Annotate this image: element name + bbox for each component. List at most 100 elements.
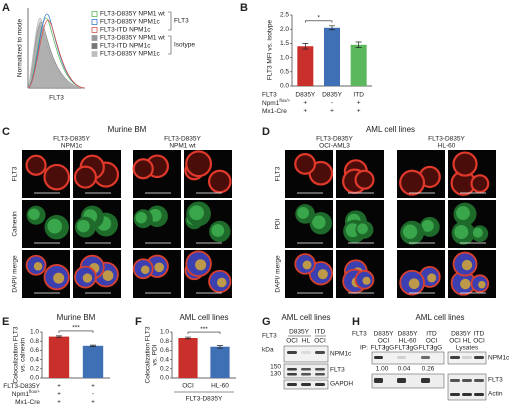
bar xyxy=(324,27,340,87)
lane-label: OCI xyxy=(314,338,326,345)
row-label: FLT3 xyxy=(262,92,277,99)
blot-band xyxy=(301,373,311,376)
cell xyxy=(294,153,317,175)
panel-title: AML cell lines xyxy=(179,313,228,322)
band-label: Actin xyxy=(488,391,503,398)
panel-title: Murine BM xyxy=(108,125,147,134)
cell-label: OCI xyxy=(449,338,461,345)
significance-label: *** xyxy=(200,326,208,333)
cell-speckle xyxy=(77,219,90,233)
row-label: Npm1flox/+ xyxy=(262,98,291,107)
legend-swatch xyxy=(91,43,98,49)
bar xyxy=(297,46,314,86)
group-label: ITD xyxy=(474,331,485,338)
group-label: FLT3-D835Y xyxy=(428,136,465,143)
cell-overlap xyxy=(140,265,150,275)
panel-letter: G xyxy=(262,316,271,328)
panel-letter: F xyxy=(135,316,142,328)
group-label: Isotype xyxy=(174,42,195,49)
cell-label: HL xyxy=(463,338,472,345)
panel-letter: B xyxy=(240,2,248,14)
blot-band xyxy=(287,373,297,376)
panel-letter: A xyxy=(2,2,10,14)
cell-overlap xyxy=(302,260,312,270)
bracket xyxy=(168,35,172,55)
y-tick-label: 1.0 xyxy=(280,54,289,61)
significance-bracket xyxy=(58,330,94,333)
cell-overlap xyxy=(102,270,114,281)
row-label: PDI xyxy=(275,218,282,229)
cell-overlap xyxy=(216,277,227,288)
cell-speckle xyxy=(456,206,470,220)
y-axis-label: Normalized to mode xyxy=(17,19,24,78)
cell-speckle xyxy=(28,208,40,220)
blot-band xyxy=(474,356,484,359)
row-mark: + xyxy=(303,100,307,107)
cell-overlap xyxy=(362,276,371,285)
x-tick-label: ITD xyxy=(353,92,364,99)
band-label: FLT3 xyxy=(488,377,503,384)
label-sup: flox/+ xyxy=(29,389,40,394)
bar xyxy=(178,337,198,378)
y-tick-label: 0.8 xyxy=(30,338,39,345)
legend-label: FLT3-D835Y NPM1c xyxy=(100,51,160,58)
band-label: FLT3 xyxy=(330,367,345,374)
y-tick-label: 1.0 xyxy=(160,329,169,336)
cell-speckle xyxy=(297,207,309,219)
significance-label: * xyxy=(317,15,320,22)
cell-overlap xyxy=(460,278,471,290)
x-tick-label: HL-60 xyxy=(211,383,229,390)
row-mark: - xyxy=(331,100,333,107)
panel-letter: C xyxy=(2,126,10,138)
row-label: FLT3-D835Y xyxy=(3,383,40,390)
significance-bracket xyxy=(187,331,221,335)
error-bar xyxy=(302,43,309,50)
label-text: Npm1 xyxy=(262,100,280,107)
blot-band xyxy=(315,373,325,376)
blot-band xyxy=(462,356,472,359)
row-label: Mx1-Cre xyxy=(262,108,287,115)
ip-label: FLT3 xyxy=(371,345,386,352)
row-label: Npm1flox/+ xyxy=(12,389,41,398)
blot-band xyxy=(287,351,297,354)
cell-overlap xyxy=(53,272,65,284)
cell-overlap xyxy=(317,269,328,280)
row-label: DAPI/ merge xyxy=(275,255,282,293)
blot-band xyxy=(374,378,383,383)
blot-band xyxy=(374,356,383,359)
cell-overlap xyxy=(82,273,93,283)
group-label: FLT3-D835Y xyxy=(186,396,223,403)
row-mark: + xyxy=(57,391,61,398)
band-label: NPM1c xyxy=(330,351,352,358)
row-mark: + xyxy=(357,100,361,107)
blot xyxy=(371,351,445,365)
y-tick-label: 0.8 xyxy=(160,338,169,345)
y-tick-label: 0.4 xyxy=(160,356,169,363)
y-tick-label: 2.5 xyxy=(280,12,289,19)
cell-overlap xyxy=(33,261,43,271)
group-label: HL-60 xyxy=(438,143,456,150)
cell-label: OCI xyxy=(426,338,438,345)
cell-overlap xyxy=(408,278,420,290)
group-label: FLT3 xyxy=(174,18,189,25)
quant-label: 1.00 xyxy=(376,366,389,373)
blot xyxy=(283,363,329,379)
cell xyxy=(132,158,154,180)
row-mark: + xyxy=(91,399,95,406)
lane-label: HL xyxy=(302,338,311,345)
ip-label: IgG xyxy=(408,345,418,352)
cell-speckle xyxy=(47,218,63,234)
blot-band xyxy=(301,383,311,386)
cell-speckle xyxy=(312,215,326,229)
y-axis-label: vs. calnexin xyxy=(20,338,27,372)
row-mark: + xyxy=(57,383,61,390)
panel-letter: E xyxy=(2,316,9,328)
blot xyxy=(371,373,445,389)
legend-label: FLT3-ITD NPM1c xyxy=(100,43,151,50)
blot-band xyxy=(462,393,472,396)
blot-band xyxy=(301,368,311,371)
error-bar xyxy=(56,335,62,338)
quant-label: 0.04 xyxy=(398,366,411,373)
band-label: NPM1c xyxy=(488,355,510,362)
group-label: D835Y xyxy=(289,329,310,336)
